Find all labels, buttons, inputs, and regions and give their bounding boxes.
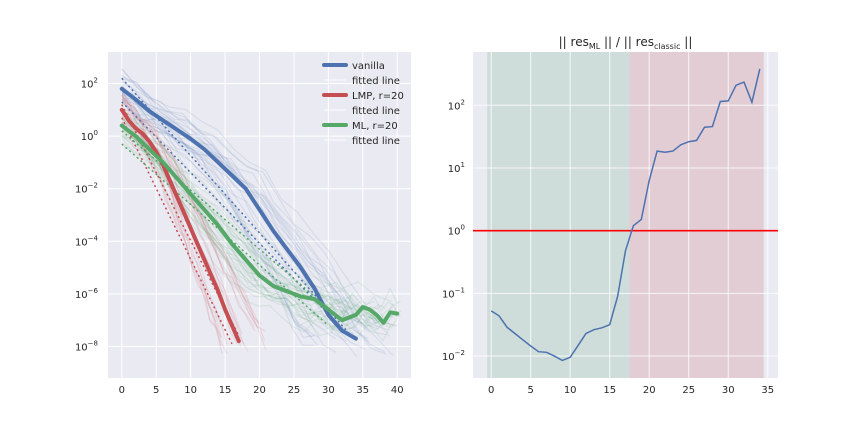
left-fitted-line — [121, 130, 316, 298]
left-fitted-line — [121, 143, 329, 326]
left-trajectory-line — [121, 97, 358, 357]
left-trajectory-line — [121, 115, 393, 303]
left-x-tick-label: 5 — [153, 385, 159, 396]
left-trajectory-line — [121, 88, 312, 338]
right-y-tick-label: 102 — [448, 98, 465, 112]
left-trajectory-line — [121, 88, 239, 329]
left-trajectory-line — [121, 98, 386, 353]
right-chart-y-ticks: 102 101 100 10−1 10−2 — [442, 98, 465, 363]
left-trajectory-line — [121, 112, 222, 346]
left-x-tick-label: 0 — [119, 385, 125, 396]
right-x-tick-label: 0 — [488, 385, 494, 396]
left-trajectory-line — [121, 92, 315, 347]
left-fitted-line — [121, 77, 350, 334]
right-x-tick-label: 10 — [564, 385, 577, 396]
left-x-tick-label: 35 — [356, 385, 369, 396]
right-x-tick-label: 35 — [761, 385, 774, 396]
right-y-tick-label: 10−1 — [442, 286, 465, 300]
right-y-tick-label: 101 — [448, 161, 465, 175]
right-x-tick-label: 25 — [682, 385, 695, 396]
left-trajectory-line — [121, 108, 386, 310]
left-trajectory-line — [121, 95, 387, 355]
left-trajectory-line — [121, 99, 217, 323]
left-trajectory-line — [121, 100, 365, 350]
left-x-tick-label: 15 — [219, 385, 232, 396]
left-trajectory-line — [121, 79, 346, 331]
right-chart-series — [473, 68, 778, 362]
left-x-tick-label: 40 — [391, 385, 404, 396]
left-chart-legend: vanilla fitted line LMP, r=20 fitted line ML… — [322, 61, 404, 147]
left-x-tick-label: 20 — [253, 385, 266, 396]
right-chart-plot-area — [473, 52, 778, 378]
left-trajectory-line — [121, 89, 311, 332]
left-trajectory-line — [121, 96, 256, 332]
left-fitted-line — [121, 117, 233, 345]
left-trajectory-line — [121, 95, 394, 356]
legend-label: LMP, r=20 — [352, 91, 404, 102]
left-trajectory-line — [121, 94, 243, 335]
left-y-tick-label: 10−8 — [75, 339, 98, 353]
left-trajectory-line — [121, 77, 380, 324]
legend-label: fitted line — [352, 136, 400, 147]
left-trajectory-line — [121, 91, 315, 338]
left-trajectory-line — [121, 143, 398, 342]
left-trajectory-line — [121, 69, 342, 327]
right-y-tick-label: 10−2 — [442, 349, 465, 363]
left-y-tick-label: 102 — [81, 77, 98, 91]
left-y-tick-label: 10−4 — [75, 234, 99, 248]
left-chart-series — [119, 77, 400, 345]
right-ratio-line — [490, 68, 761, 362]
left-chart-y-ticks: 102 100 10−2 10−4 10−6 10−8 — [75, 77, 99, 354]
left-series-line — [119, 123, 400, 325]
left-series-line — [119, 86, 358, 341]
right-chart-title: || resML || / || resclassic || — [559, 35, 693, 51]
left-trajectory-line — [121, 129, 344, 331]
left-trajectory-line — [121, 118, 359, 309]
right-chart-x-ticks: 0 5 10 15 20 25 30 35 — [488, 385, 774, 396]
left-x-tick-label: 30 — [322, 385, 335, 396]
left-y-tick-label: 10−2 — [75, 182, 98, 196]
right-chart-regions — [487, 52, 764, 378]
left-trajectory-line — [121, 127, 228, 354]
right-x-tick-label: 30 — [722, 385, 735, 396]
left-trajectory-line — [121, 94, 255, 328]
left-trajectory-line — [121, 85, 379, 330]
left-x-tick-label: 10 — [184, 385, 197, 396]
right-x-tick-label: 20 — [643, 385, 656, 396]
left-y-tick-label: 10−6 — [75, 287, 99, 301]
legend-label: vanilla — [352, 61, 385, 72]
left-trajectory-line — [121, 68, 394, 326]
left-trajectory-line — [121, 81, 370, 333]
left-x-tick-label: 25 — [288, 385, 301, 396]
left-trajectory-line — [121, 119, 396, 316]
right-shaded-region — [487, 52, 630, 378]
left-trajectory-line — [121, 91, 370, 343]
left-trajectory-line — [121, 107, 265, 341]
right-x-tick-label: 5 — [527, 385, 533, 396]
left-trajectory-line — [121, 113, 228, 345]
left-chart: 0 5 10 15 20 25 30 35 40 10210010−210−410−610−8 … — [75, 52, 411, 396]
left-chart-grid — [108, 52, 411, 378]
left-trajectory-line — [121, 91, 388, 336]
left-trajectory-line — [121, 84, 318, 346]
left-trajectory-line — [121, 98, 222, 338]
left-trajectory-line — [121, 91, 319, 339]
left-chart-x-ticks: 0 5 10 15 20 25 30 35 40 — [119, 385, 404, 396]
left-trajectory-line — [121, 95, 222, 325]
right-x-tick-label: 15 — [603, 385, 616, 396]
legend-label: ML, r=20 — [352, 121, 398, 132]
legend-label: fitted line — [352, 76, 400, 87]
legend-label: fitted line — [352, 106, 400, 117]
left-trajectory-line — [121, 76, 389, 331]
left-trajectory-line — [121, 122, 401, 321]
left-series-line — [119, 107, 241, 344]
left-y-tick-label: 100 — [81, 129, 98, 143]
left-trajectory-line — [121, 128, 400, 328]
right-y-tick-label: 100 — [448, 224, 465, 238]
left-trajectory-line — [121, 110, 266, 332]
left-trajectory-line — [121, 121, 223, 354]
right-shaded-region — [629, 52, 764, 378]
right-chart: 0 5 10 15 20 25 30 35 102 101 100 10−1 10−2 || resM… — [442, 35, 778, 396]
